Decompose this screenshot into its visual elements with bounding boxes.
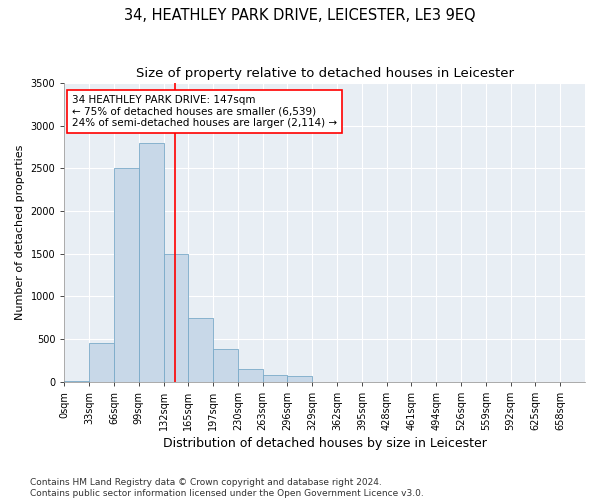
Text: Contains HM Land Registry data © Crown copyright and database right 2024.
Contai: Contains HM Land Registry data © Crown c… bbox=[30, 478, 424, 498]
Bar bbox=[287, 376, 312, 382]
Bar bbox=[188, 318, 213, 382]
Bar bbox=[238, 369, 263, 382]
X-axis label: Distribution of detached houses by size in Leicester: Distribution of detached houses by size … bbox=[163, 437, 487, 450]
Text: 34, HEATHLEY PARK DRIVE, LEICESTER, LE3 9EQ: 34, HEATHLEY PARK DRIVE, LEICESTER, LE3 … bbox=[124, 8, 476, 22]
Y-axis label: Number of detached properties: Number of detached properties bbox=[15, 144, 25, 320]
Bar bbox=[114, 168, 139, 382]
Text: 34 HEATHLEY PARK DRIVE: 147sqm
← 75% of detached houses are smaller (6,539)
24% : 34 HEATHLEY PARK DRIVE: 147sqm ← 75% of … bbox=[72, 95, 337, 128]
Bar bbox=[213, 349, 238, 382]
Bar bbox=[263, 375, 287, 382]
Bar bbox=[89, 344, 114, 382]
Bar bbox=[164, 254, 188, 382]
Title: Size of property relative to detached houses in Leicester: Size of property relative to detached ho… bbox=[136, 68, 514, 80]
Bar bbox=[139, 143, 164, 382]
